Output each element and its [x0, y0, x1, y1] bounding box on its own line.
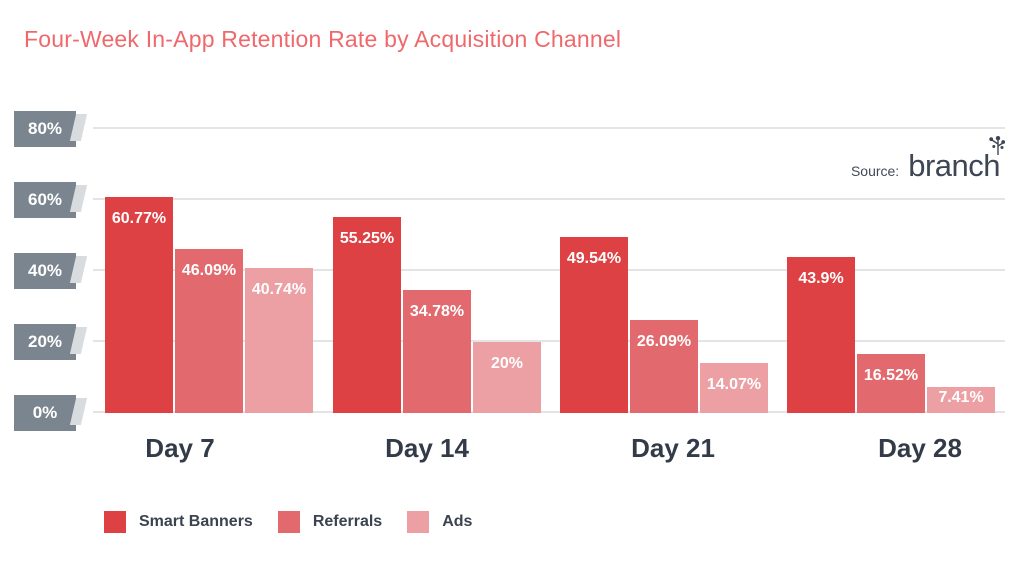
x-axis-label-day-14: Day 14	[385, 433, 469, 463]
gridline-0%	[93, 411, 1005, 413]
y-tick-badge-60%: 60%	[14, 182, 76, 218]
bar-value-label: 26.09%	[636, 333, 692, 350]
bar-value-label: 49.54%	[566, 250, 622, 267]
bar-referrals: 46.09%	[175, 249, 243, 413]
bar-value-label: 40.74%	[251, 281, 307, 298]
chart-title: Four-Week In-App Retention Rate by Acqui…	[24, 26, 622, 52]
legend: Smart Banners Referrals Ads	[104, 511, 472, 533]
bar-ads: 7.41%	[927, 387, 995, 413]
y-tick-badge-80%: 80%	[14, 111, 76, 147]
bar-ads: 14.07%	[700, 363, 768, 413]
bar-group-day-14: 55.25% 34.78% 20%	[333, 217, 541, 413]
bar-referrals: 34.78%	[403, 290, 471, 413]
branch-sprig-icon	[989, 136, 1005, 155]
bar-group-day-7: 60.77% 46.09% 40.74%	[105, 197, 313, 413]
gridline-20%	[93, 340, 1005, 342]
bar-smart-banners: 49.54%	[560, 237, 628, 413]
bar-referrals: 26.09%	[630, 320, 698, 413]
x-axis-label-day-28: Day 28	[878, 433, 962, 463]
gridline-60%	[93, 198, 1005, 200]
legend-label: Ads	[442, 513, 473, 530]
legend-item-smart-banners: Smart Banners	[104, 511, 253, 533]
plot-area: 60.77% 46.09% 40.74% 55.25% 34.78% 20% 49.54% 2…	[93, 93, 1005, 413]
legend-swatch	[277, 511, 300, 533]
branch-logo: branch	[908, 136, 1005, 183]
legend-label: Referrals	[312, 513, 383, 530]
bar-value-label: 34.78%	[409, 303, 465, 320]
bar-value-label: 14.07%	[706, 376, 762, 393]
bar-value-label: 60.77%	[111, 210, 167, 227]
gridline-40%	[93, 269, 1005, 271]
bar-ads: 40.74%	[245, 268, 313, 413]
bar-value-label: 20%	[490, 355, 524, 372]
legend-item-ads: Ads	[407, 511, 472, 533]
bar-value-label: 46.09%	[181, 262, 237, 279]
bar-value-label: 16.52%	[863, 367, 919, 384]
source-attribution: Source: branch	[850, 136, 1005, 183]
branch-logo-text: branch	[908, 148, 1000, 183]
x-axis-label-day-21: Day 21	[631, 433, 715, 463]
y-tick-badge-40%: 40%	[14, 253, 76, 289]
y-tick-badge-0%: 0%	[14, 395, 76, 431]
bar-value-label: 7.41%	[938, 389, 984, 406]
bar-value-label: 43.9%	[798, 270, 844, 287]
bar-value-label: 55.25%	[339, 230, 395, 247]
bar-ads: 20%	[473, 342, 541, 413]
bar-group-day-28: 43.9% 16.52% 7.41%	[787, 257, 995, 413]
legend-item-referrals: Referrals	[277, 511, 383, 533]
bar-smart-banners: 60.77%	[105, 197, 173, 413]
legend-swatch	[104, 511, 126, 533]
legend-swatch	[407, 511, 430, 533]
bar-smart-banners: 55.25%	[333, 217, 401, 413]
gridline-80%	[93, 127, 1005, 129]
source-label: Source:	[850, 163, 900, 179]
bar-smart-banners: 43.9%	[787, 257, 855, 413]
bar-group-day-21: 49.54% 26.09% 14.07%	[560, 237, 768, 413]
x-axis-label-day-7: Day 7	[145, 433, 215, 463]
bar-referrals: 16.52%	[857, 354, 925, 413]
legend-label: Smart Banners	[139, 513, 253, 530]
y-tick-badge-20%: 20%	[14, 324, 76, 360]
